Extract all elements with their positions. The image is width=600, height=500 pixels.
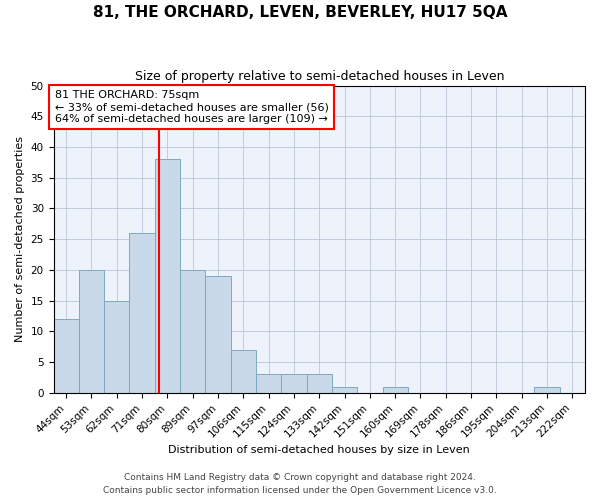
Bar <box>53 319 79 393</box>
Title: Size of property relative to semi-detached houses in Leven: Size of property relative to semi-detach… <box>134 70 504 83</box>
Y-axis label: Number of semi-detached properties: Number of semi-detached properties <box>15 136 25 342</box>
X-axis label: Distribution of semi-detached houses by size in Leven: Distribution of semi-detached houses by … <box>169 445 470 455</box>
Bar <box>230 350 256 393</box>
Text: 81, THE ORCHARD, LEVEN, BEVERLEY, HU17 5QA: 81, THE ORCHARD, LEVEN, BEVERLEY, HU17 5… <box>93 5 507 20</box>
Bar <box>332 386 357 393</box>
Bar <box>307 374 332 393</box>
Bar <box>104 300 130 393</box>
Bar <box>130 233 155 393</box>
Bar <box>535 386 560 393</box>
Bar <box>79 270 104 393</box>
Text: 81 THE ORCHARD: 75sqm
← 33% of semi-detached houses are smaller (56)
64% of semi: 81 THE ORCHARD: 75sqm ← 33% of semi-deta… <box>55 90 329 124</box>
Bar <box>256 374 281 393</box>
Bar <box>205 276 230 393</box>
Bar <box>155 160 180 393</box>
Bar <box>383 386 408 393</box>
Bar <box>281 374 307 393</box>
Text: Contains HM Land Registry data © Crown copyright and database right 2024.
Contai: Contains HM Land Registry data © Crown c… <box>103 474 497 495</box>
Bar <box>180 270 205 393</box>
